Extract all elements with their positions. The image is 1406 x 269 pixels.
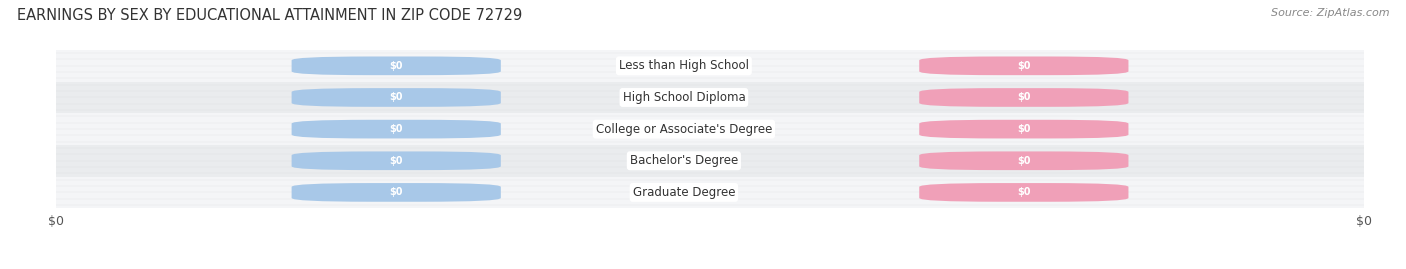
FancyBboxPatch shape (56, 145, 1364, 176)
Text: $0: $0 (1017, 156, 1031, 166)
Text: $0: $0 (389, 156, 404, 166)
Text: Less than High School: Less than High School (619, 59, 749, 72)
Text: $0: $0 (1017, 187, 1031, 197)
FancyBboxPatch shape (291, 151, 501, 170)
Text: $0: $0 (389, 93, 404, 102)
FancyBboxPatch shape (920, 151, 1129, 170)
FancyBboxPatch shape (56, 82, 1364, 113)
FancyBboxPatch shape (291, 88, 501, 107)
Text: $0: $0 (389, 61, 404, 71)
FancyBboxPatch shape (56, 176, 1364, 208)
Text: EARNINGS BY SEX BY EDUCATIONAL ATTAINMENT IN ZIP CODE 72729: EARNINGS BY SEX BY EDUCATIONAL ATTAINMEN… (17, 8, 522, 23)
FancyBboxPatch shape (291, 120, 501, 139)
FancyBboxPatch shape (920, 183, 1129, 202)
FancyBboxPatch shape (920, 88, 1129, 107)
FancyBboxPatch shape (291, 183, 501, 202)
Text: $0: $0 (389, 124, 404, 134)
Text: $0: $0 (389, 187, 404, 197)
FancyBboxPatch shape (56, 50, 1364, 82)
Text: $0: $0 (1017, 124, 1031, 134)
Text: College or Associate's Degree: College or Associate's Degree (596, 123, 772, 136)
FancyBboxPatch shape (920, 120, 1129, 139)
Legend: Male, Female: Male, Female (644, 264, 776, 269)
Text: Graduate Degree: Graduate Degree (633, 186, 735, 199)
Text: $0: $0 (1017, 93, 1031, 102)
FancyBboxPatch shape (291, 56, 501, 75)
Text: Source: ZipAtlas.com: Source: ZipAtlas.com (1271, 8, 1389, 18)
FancyBboxPatch shape (56, 113, 1364, 145)
Text: High School Diploma: High School Diploma (623, 91, 745, 104)
Text: Bachelor's Degree: Bachelor's Degree (630, 154, 738, 167)
FancyBboxPatch shape (920, 56, 1129, 75)
Text: $0: $0 (1017, 61, 1031, 71)
